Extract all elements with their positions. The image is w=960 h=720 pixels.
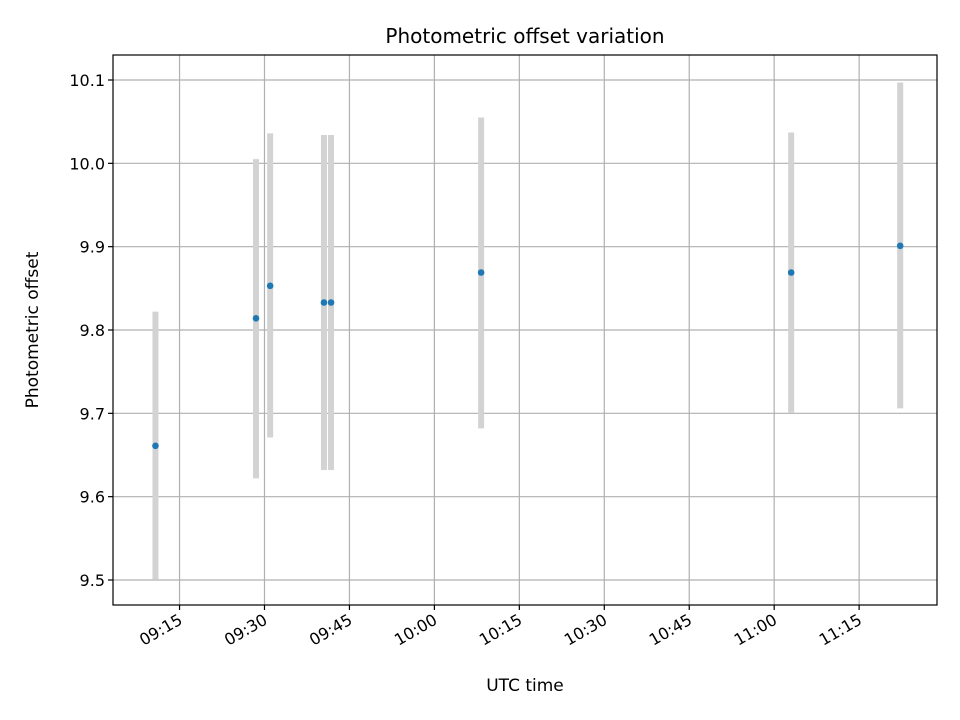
y-tick-label: 10.1 [69, 71, 105, 90]
y-tick-label: 9.7 [80, 404, 105, 423]
data-point [477, 269, 485, 276]
data-point [327, 299, 335, 306]
y-axis-label: Photometric offset [23, 251, 43, 408]
y-tick-label: 9.6 [80, 488, 105, 507]
data-point [152, 442, 159, 450]
grid [113, 55, 937, 605]
chart-title: Photometric offset variation [385, 24, 664, 48]
y-tick-label: 9.8 [80, 321, 105, 340]
data-point [896, 242, 904, 250]
data-point [252, 315, 260, 322]
y-tick-label: 9.5 [80, 571, 105, 590]
data-point [787, 269, 795, 276]
x-axis-label: UTC time [486, 676, 564, 696]
y-tick-label: 9.9 [80, 238, 105, 257]
data-points [152, 242, 904, 450]
y-tick-label: 10.0 [69, 154, 105, 173]
data-point [320, 299, 328, 306]
data-point [266, 282, 274, 290]
